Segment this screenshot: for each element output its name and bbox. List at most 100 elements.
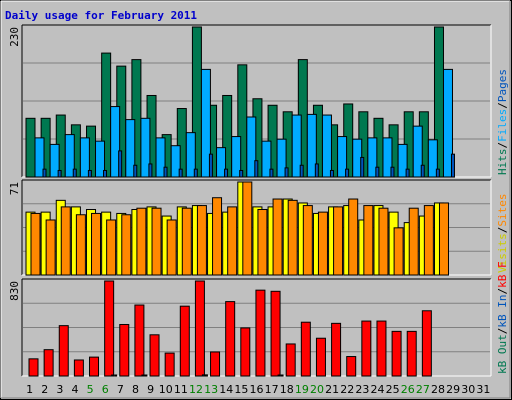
y-axis-max-label: 230 [8, 27, 21, 47]
x-tick-label-day-27: 27 [416, 383, 430, 396]
x-tick-label-day-9: 9 [147, 383, 154, 396]
bar-sites-day-24 [378, 207, 389, 276]
x-tick-label-day-30: 30 [461, 383, 475, 396]
bar-pages-day-25 [405, 168, 410, 178]
bar-kb-out-day-8 [144, 374, 148, 377]
bar-files-day-8 [140, 117, 151, 178]
bar-sites-day-19 [302, 205, 313, 276]
x-tick-label-day-25: 25 [386, 383, 400, 396]
bar-pages-day-13 [224, 168, 229, 178]
x-tick-label-day-5: 5 [87, 383, 94, 396]
bar-kb-f-day-18 [285, 343, 296, 377]
legend-label: Hits [496, 149, 509, 176]
bar-kb-f-day-21 [331, 322, 342, 377]
x-tick-label-day-4: 4 [71, 383, 78, 396]
bar-sites-day-15 [242, 181, 253, 276]
bar-kb-f-day-2 [43, 349, 54, 377]
bar-sites-day-4 [75, 214, 86, 276]
bar-kb-out-day-6 [114, 374, 118, 377]
bar-files-day-7 [125, 119, 136, 178]
x-tick-label-day-21: 21 [325, 383, 339, 396]
bar-sites-day-21 [333, 206, 344, 276]
bar-sites-day-28 [438, 202, 449, 276]
bar-sites-day-7 [121, 214, 132, 276]
bar-sites-day-12 [196, 205, 207, 276]
x-tick-label-day-24: 24 [371, 383, 385, 396]
legend-label: / [496, 142, 509, 149]
legend-label: Files [496, 109, 509, 142]
bar-pages-day-3 [72, 168, 77, 178]
legend-label: / [496, 328, 509, 335]
bar-kb-in-day-6 [111, 374, 115, 377]
bar-pages-day-17 [284, 167, 289, 178]
bar-files-day-21 [337, 136, 348, 178]
bar-files-day-25 [397, 143, 408, 178]
bar-kb-f-day-25 [391, 330, 402, 377]
x-tick-label-day-12: 12 [189, 383, 203, 396]
bar-files-day-24 [382, 137, 393, 178]
x-tick-label-day-29: 29 [446, 383, 460, 396]
bar-pages-day-9 [163, 166, 168, 178]
panel-visits: 71 Visits/Sites [8, 179, 509, 276]
legend-labels: kB Out/kB In/kB F [496, 261, 509, 374]
bar-files-day-13 [216, 147, 227, 178]
bar-files-day-1 [34, 137, 45, 178]
bar-sites-day-27 [423, 205, 434, 276]
x-tick-label-day-6: 6 [102, 383, 109, 396]
bar-kb-f-day-22 [346, 356, 357, 377]
bar-sites-day-8 [136, 207, 147, 276]
bar-files-day-26 [412, 125, 423, 178]
bar-files-day-4 [79, 137, 90, 178]
bar-kb-f-day-24 [376, 320, 387, 377]
x-tick-label-day-14: 14 [219, 383, 233, 396]
bar-files-day-2 [49, 143, 60, 178]
legend-label: / [496, 227, 509, 234]
x-tick-label-day-23: 23 [355, 383, 369, 396]
bar-files-day-11 [185, 132, 196, 178]
bar-files-day-15 [246, 116, 257, 178]
x-tick-label-day-26: 26 [401, 383, 415, 396]
bar-sites-day-11 [181, 207, 192, 276]
bar-pages-day-6 [118, 150, 123, 178]
bar-kb-f-day-9 [149, 334, 160, 377]
x-tick-label-day-31: 31 [476, 383, 490, 396]
x-tick-label-day-28: 28 [431, 383, 445, 396]
bar-pages-day-20 [329, 169, 334, 178]
bar-kb-f-day-20 [315, 337, 326, 377]
legend-label: Visits [496, 233, 509, 273]
bar-kb-f-day-7 [119, 323, 130, 377]
x-tick-label-day-1: 1 [26, 383, 33, 396]
bar-files-day-17 [276, 138, 287, 178]
bar-pages-day-15 [254, 160, 259, 178]
bar-pages-day-21 [345, 168, 350, 178]
bar-files-day-20 [321, 114, 332, 178]
bar-pages-day-28 [450, 153, 455, 178]
legend-label: / [496, 102, 509, 109]
x-tick-label-day-20: 20 [310, 383, 324, 396]
bar-sites-day-2 [45, 219, 56, 276]
bar-files-day-19 [306, 113, 317, 178]
bar-kb-f-day-8 [134, 304, 145, 377]
legend-label: kB F [496, 261, 509, 288]
bar-kb-f-day-16 [255, 289, 266, 377]
bar-sites-day-10 [166, 219, 177, 276]
bar-kb-f-day-1 [28, 358, 39, 377]
bar-sites-day-20 [317, 211, 328, 276]
x-tick-label-day-16: 16 [250, 383, 264, 396]
bar-sites-day-6 [106, 219, 117, 276]
bar-files-day-9 [155, 137, 166, 178]
bar-sites-day-13 [212, 197, 223, 276]
x-tick-label-day-13: 13 [204, 383, 218, 396]
chart-title: Daily usage for February 2011 [5, 9, 197, 22]
bar-pages-day-27 [435, 168, 440, 178]
legend-label: Pages [496, 69, 509, 102]
bar-files-day-12 [200, 68, 211, 178]
bar-pages-day-5 [103, 169, 108, 178]
bar-sites-day-22 [348, 198, 359, 276]
bar-kb-f-day-3 [58, 325, 69, 377]
bar-sites-day-9 [151, 207, 162, 276]
bar-hits-day-1 [25, 117, 36, 178]
bar-pages-day-16 [269, 168, 274, 178]
y-axis-max-label: 830 [8, 281, 21, 301]
